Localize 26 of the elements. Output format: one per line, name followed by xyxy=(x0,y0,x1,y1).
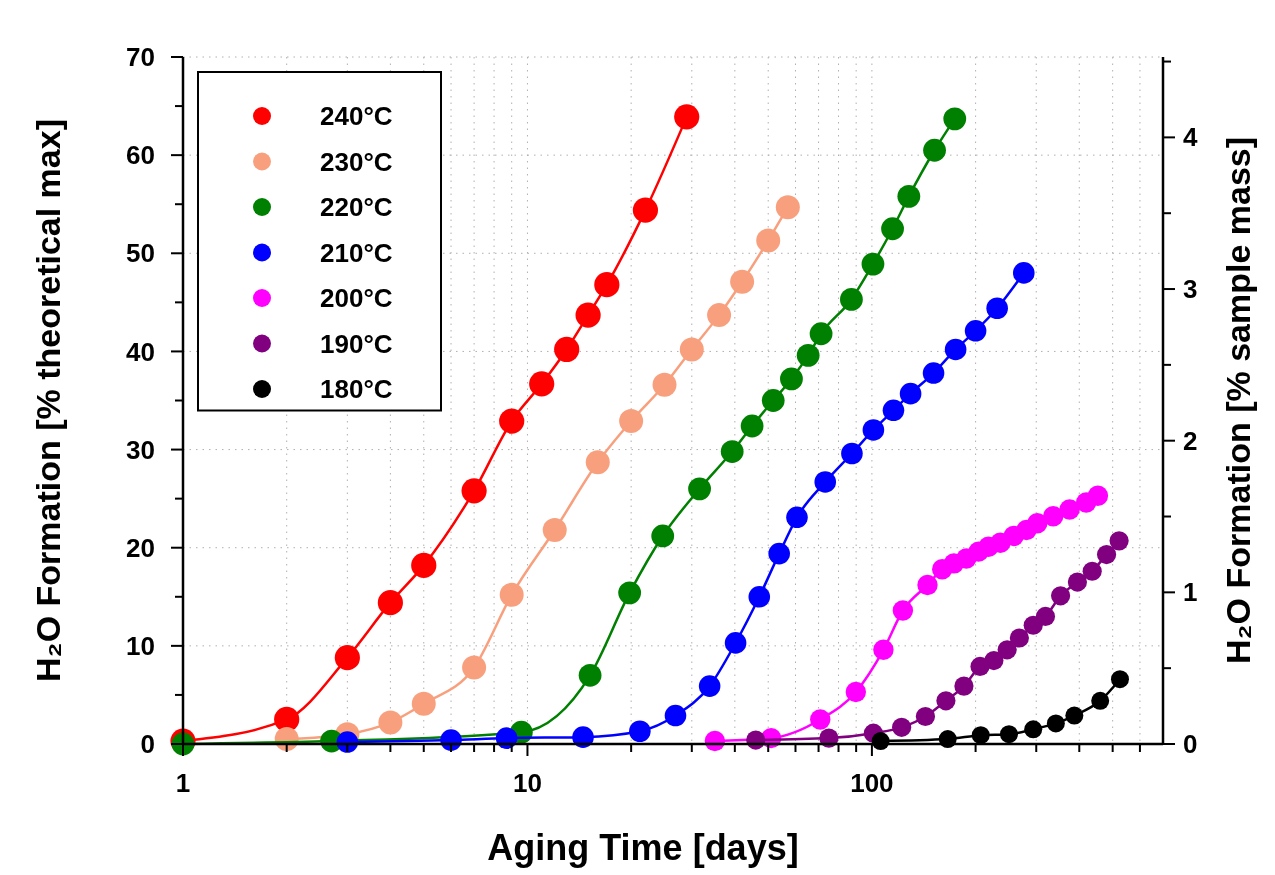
legend-label: 240°C xyxy=(320,101,393,132)
legend-label: 210°C xyxy=(320,237,393,268)
x-tick-label: 1 xyxy=(175,768,191,798)
legend-label: 230°C xyxy=(320,146,393,177)
y2-tick-label: 2 xyxy=(1183,425,1198,456)
x-axis-title: Aging Time [days] xyxy=(487,827,799,868)
y2-tick-label: 0 xyxy=(1183,729,1198,760)
y-tick-label: 0 xyxy=(140,729,155,760)
y-tick-label: 10 xyxy=(126,630,155,661)
legend-label: 190°C xyxy=(320,328,393,359)
y-tick-label: 50 xyxy=(126,238,155,269)
x-tick-label: 10 xyxy=(512,768,542,798)
y2-axis-title: H₂O Formation [% sample mass] xyxy=(1219,136,1257,665)
y2-tick-label: 3 xyxy=(1183,274,1198,305)
y2-tick-label: 4 xyxy=(1183,122,1198,153)
y-axis-title: H₂O Formation [% theoretical max] xyxy=(29,119,67,682)
y-tick-label: 30 xyxy=(126,434,155,465)
y-tick-label: 20 xyxy=(126,532,155,563)
y-tick-label: 40 xyxy=(126,336,155,367)
legend-label: 180°C xyxy=(320,374,393,405)
x-tick-label: 100 xyxy=(850,768,894,798)
y-tick-label: 60 xyxy=(126,140,155,171)
y-tick-label: 70 xyxy=(126,42,155,73)
y2-tick-label: 1 xyxy=(1183,577,1198,608)
legend-label: 220°C xyxy=(320,192,393,223)
legend-label: 200°C xyxy=(320,283,393,314)
